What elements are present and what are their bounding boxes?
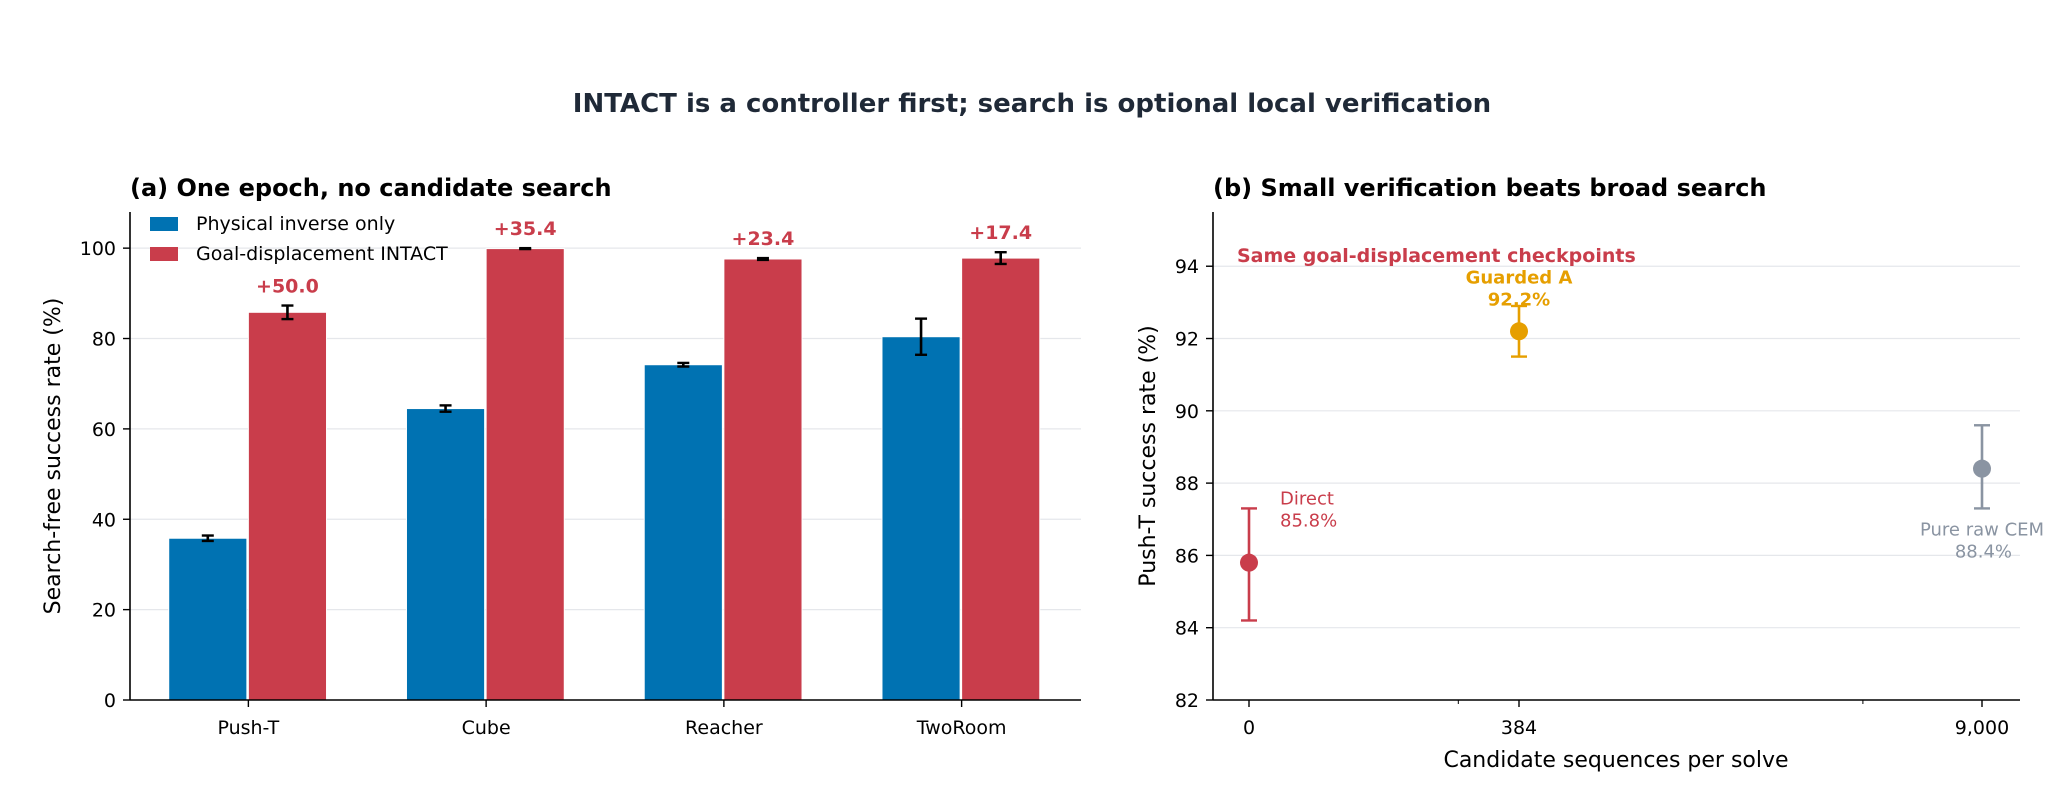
y-tick-label: 86 <box>1175 545 1199 567</box>
panel-a-delta-labels: +50.0 +35.4 +23.4 +17.4 <box>256 218 1032 297</box>
x-tick-label: 384 <box>1501 717 1537 739</box>
bar-physical-push-t <box>168 537 248 701</box>
y-tick-label: 40 <box>92 509 116 531</box>
panel-a-y-axis-label: Search-free success rate (%) <box>41 298 66 615</box>
panel-a-bars <box>168 248 1041 701</box>
point-name-direct: Direct <box>1280 489 1334 510</box>
panel-b-annotation: Same goal-displacement checkpoints <box>1237 245 1636 267</box>
delta-label-cube: +35.4 <box>494 218 557 240</box>
y-tick-label: 90 <box>1175 401 1199 423</box>
bar-intact-push-t <box>247 311 328 701</box>
panel-b-x-ticks: 0 384 9,000 <box>1243 700 2009 739</box>
x-tick-label: 9,000 <box>1955 717 2009 739</box>
point-value-pure-raw-cem: 88.4% <box>1955 542 2012 563</box>
y-tick-label: 88 <box>1175 473 1199 495</box>
panel-a-error-bars <box>201 246 1007 543</box>
legend-swatch-physical <box>150 217 178 231</box>
x-tick-label-cube: Cube <box>462 717 511 739</box>
point-value-direct: 85.8% <box>1280 511 1337 532</box>
point-pure-raw-cem <box>1973 459 1991 478</box>
legend-label-physical: Physical inverse only <box>196 213 395 235</box>
point-direct <box>1240 553 1258 572</box>
legend-swatch-intact <box>150 247 178 261</box>
delta-label-tworoom: +17.4 <box>969 222 1032 244</box>
bar-physical-reacher <box>643 364 723 701</box>
x-tick-label-push-t: Push-T <box>217 717 279 739</box>
panel-b-y-ticks: 82 84 86 88 90 92 94 <box>1175 256 1213 712</box>
panel-b-y-axis-label: Push-T success rate (%) <box>1136 325 1161 586</box>
delta-label-push-t: +50.0 <box>256 276 319 298</box>
point-name-guarded-a: Guarded A <box>1466 267 1573 288</box>
panel-a-title: (a) One epoch, no candidate search <box>130 174 612 202</box>
point-name-pure-raw-cem: Pure raw CEM <box>1920 520 2044 541</box>
y-tick-label: 100 <box>80 238 116 260</box>
point-value-guarded-a: 92.2% <box>1488 289 1550 310</box>
y-tick-label: 82 <box>1175 690 1199 712</box>
panel-a-legend: Physical inverse only Goal-displacement … <box>150 213 448 265</box>
panel-b-x-axis-label: Candidate sequences per solve <box>1443 748 1788 773</box>
y-tick-label: 84 <box>1175 618 1199 640</box>
delta-label-reacher: +23.4 <box>732 228 795 250</box>
x-tick-label-reacher: Reacher <box>685 717 763 739</box>
bar-intact-reacher <box>723 258 803 701</box>
panel-a-y-ticks: 0 20 40 60 80 100 <box>80 238 130 712</box>
panel-b-gridlines <box>1213 265 2020 629</box>
bar-intact-tworoom <box>961 257 1041 701</box>
legend-label-intact: Goal-displacement INTACT <box>196 243 448 265</box>
panel-b-scatter-chart: (b) Small verification beats broad searc… <box>1136 174 2044 773</box>
panel-a-bar-chart: (a) One epoch, no candidate search +50.0… <box>41 174 1081 739</box>
bar-intact-cube <box>485 248 565 701</box>
bar-physical-cube <box>405 408 486 701</box>
point-guarded-a <box>1510 322 1528 341</box>
y-tick-label: 94 <box>1175 256 1199 278</box>
y-tick-label: 60 <box>92 419 116 441</box>
x-tick-label-tworoom: TwoRoom <box>916 717 1007 739</box>
y-tick-label: 92 <box>1175 329 1199 351</box>
x-tick-label: 0 <box>1243 717 1255 739</box>
panel-b-title: (b) Small verification beats broad searc… <box>1213 174 1767 202</box>
y-tick-label: 80 <box>92 329 116 351</box>
bar-physical-tworoom <box>881 336 961 701</box>
figure-title: INTACT is a controller first; search is … <box>573 89 1491 119</box>
y-tick-label: 0 <box>104 690 116 712</box>
y-tick-label: 20 <box>92 600 116 622</box>
panel-a-x-ticks: Push-T Cube Reacher TwoRoom <box>217 700 1006 739</box>
